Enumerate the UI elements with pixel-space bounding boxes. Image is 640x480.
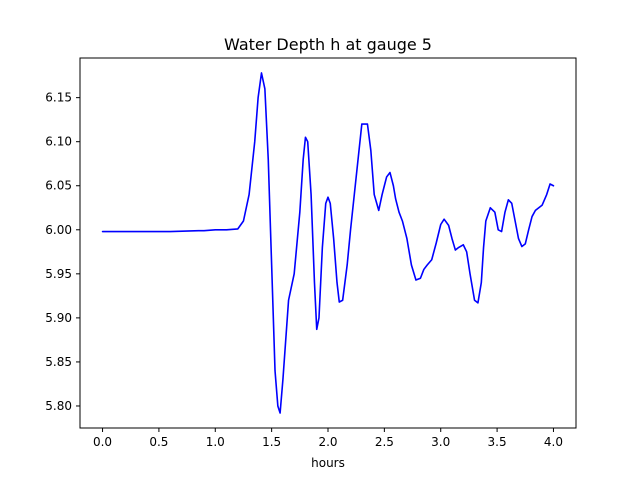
plot-frame [79, 57, 577, 429]
series-line [101, 72, 555, 414]
x-tick-label: 4.0 [544, 435, 563, 449]
x-tick-label: 2.5 [375, 435, 394, 449]
x-axis-label: hours [311, 456, 345, 470]
y-tick-label: 5.90 [45, 311, 72, 325]
x-tick-label: 0.5 [149, 435, 168, 449]
y-tick-label: 6.15 [45, 91, 72, 105]
y-axis: 5.80 5.85 5.90 5.95 6.00 6.05 6.10 6.15 [45, 91, 80, 413]
x-tick-label: 3.0 [431, 435, 450, 449]
x-tick-label: 0.0 [93, 435, 112, 449]
chart-title: Water Depth h at gauge 5 [224, 35, 432, 54]
y-tick-label: 5.80 [45, 399, 72, 413]
y-tick-label: 6.00 [45, 223, 72, 237]
y-tick-label: 5.85 [45, 355, 72, 369]
x-tick-label: 1.5 [262, 435, 281, 449]
plot-area [79, 57, 577, 429]
x-tick-label: 3.5 [488, 435, 507, 449]
y-tick-label: 5.95 [45, 267, 72, 281]
x-tick-label: 1.0 [206, 435, 225, 449]
y-tick-label: 6.10 [45, 135, 72, 149]
y-tick-label: 6.05 [45, 179, 72, 193]
x-tick-label: 2.0 [318, 435, 337, 449]
x-axis: 0.0 0.5 1.0 1.5 2.0 2.5 3.0 3.5 4.0 [93, 428, 563, 449]
